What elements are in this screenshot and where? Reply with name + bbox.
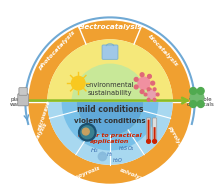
FancyBboxPatch shape [102, 45, 118, 59]
Text: plastic
wastes: plastic wastes [10, 97, 29, 108]
Text: catalysis: catalysis [31, 121, 48, 146]
Circle shape [190, 91, 204, 104]
Circle shape [153, 139, 156, 143]
Circle shape [147, 88, 150, 91]
Circle shape [153, 88, 156, 91]
Circle shape [151, 81, 155, 85]
Text: valuable
chemicals: valuable chemicals [187, 97, 214, 108]
Circle shape [147, 98, 150, 101]
Text: photocatalysis: photocatalysis [38, 30, 77, 71]
Circle shape [148, 88, 151, 92]
Text: pyrolysis: pyrolysis [167, 125, 185, 152]
Circle shape [138, 77, 150, 89]
FancyBboxPatch shape [19, 88, 27, 95]
Wedge shape [47, 39, 173, 102]
Circle shape [81, 126, 94, 139]
Wedge shape [47, 102, 173, 165]
Text: solvolysis: solvolysis [119, 167, 149, 183]
Circle shape [153, 98, 156, 101]
Circle shape [98, 152, 107, 161]
Text: $H_2SO_4$: $H_2SO_4$ [118, 144, 135, 153]
Circle shape [79, 124, 96, 141]
Circle shape [134, 77, 138, 81]
Wedge shape [28, 20, 192, 184]
Circle shape [197, 101, 204, 108]
Text: biocatalysis: biocatalysis [147, 34, 179, 68]
Circle shape [72, 76, 85, 90]
Circle shape [144, 93, 147, 96]
Circle shape [148, 74, 151, 78]
Circle shape [147, 90, 156, 99]
Text: microwave: microwave [37, 100, 51, 132]
Text: closer to practical
application: closer to practical application [78, 133, 142, 144]
FancyBboxPatch shape [147, 118, 151, 142]
FancyBboxPatch shape [152, 118, 157, 142]
Circle shape [72, 64, 148, 140]
Text: $H_2$: $H_2$ [90, 146, 99, 155]
Text: $H_2$: $H_2$ [106, 150, 114, 160]
Text: $H_2O$: $H_2O$ [112, 156, 123, 166]
Wedge shape [62, 102, 158, 150]
Text: mild conditions: mild conditions [77, 105, 143, 114]
Text: hydropyrosis: hydropyrosis [62, 166, 101, 185]
FancyBboxPatch shape [154, 127, 156, 141]
Circle shape [82, 128, 89, 135]
Text: environmental
sustainability: environmental sustainability [86, 82, 134, 96]
Circle shape [190, 88, 196, 94]
FancyBboxPatch shape [148, 120, 150, 141]
Text: electrocatalysis: electrocatalysis [78, 23, 142, 29]
Wedge shape [77, 102, 143, 135]
Circle shape [134, 85, 138, 89]
Circle shape [156, 93, 159, 96]
Circle shape [140, 73, 144, 77]
Circle shape [140, 90, 144, 94]
Circle shape [197, 88, 204, 94]
Polygon shape [100, 152, 105, 154]
FancyBboxPatch shape [18, 94, 28, 106]
Circle shape [147, 139, 150, 143]
Circle shape [190, 101, 196, 108]
Text: violent conditions: violent conditions [74, 118, 146, 124]
